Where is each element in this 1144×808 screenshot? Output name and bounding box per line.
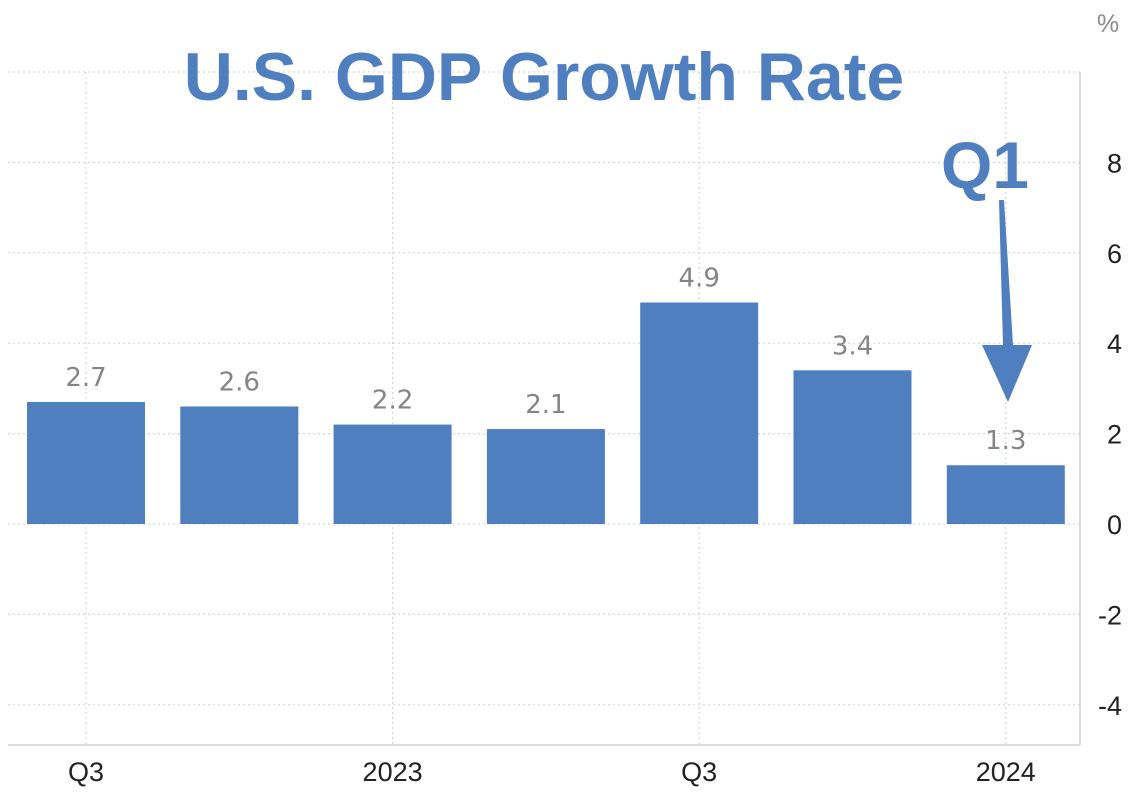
bar-layer <box>27 302 1065 524</box>
bar <box>180 406 299 524</box>
x-tick-label: 2024 <box>976 757 1036 787</box>
bar-value-label: 2.1 <box>525 390 566 420</box>
bar-value-label: 2.2 <box>372 386 413 416</box>
data-label-layer: 2.7 2.6 2.2 2.1 4.9 3.4 1.3 <box>65 264 1026 457</box>
y-tick-label: 2 <box>1107 420 1122 450</box>
y-tick-label: -4 <box>1098 691 1122 721</box>
q1-annotation: Q1 <box>941 128 1032 402</box>
bar-value-label: 3.4 <box>832 331 873 361</box>
y-axis-unit-label: % <box>1097 10 1119 38</box>
y-tick-label: -2 <box>1098 600 1122 630</box>
bar <box>486 429 605 524</box>
bar-value-label: 2.7 <box>65 363 106 393</box>
bar <box>793 370 912 524</box>
bar <box>946 465 1065 524</box>
bar-value-label: 4.9 <box>679 264 720 294</box>
y-tick-label: 8 <box>1107 148 1122 178</box>
bar <box>27 401 145 524</box>
y-tick-label: 4 <box>1107 329 1122 359</box>
down-arrow-icon <box>982 200 1032 402</box>
x-tick-label: Q3 <box>681 757 717 787</box>
bar <box>640 302 759 524</box>
x-axis: Q3 2023 Q3 2024 <box>8 744 1080 787</box>
y-axis: 8 6 4 2 0 -2 -4 <box>1079 72 1122 745</box>
bar-value-label: 2.6 <box>219 367 260 397</box>
x-tick-label: 2023 <box>363 757 423 787</box>
y-tick-label: 6 <box>1107 239 1122 269</box>
chart-title: U.S. GDP Growth Rate <box>184 39 904 115</box>
annotation-label: Q1 <box>941 128 1029 202</box>
x-tick-label: Q3 <box>68 757 104 787</box>
bar-value-label: 1.3 <box>985 426 1026 456</box>
bar <box>333 424 452 524</box>
y-tick-label: 0 <box>1107 510 1122 540</box>
